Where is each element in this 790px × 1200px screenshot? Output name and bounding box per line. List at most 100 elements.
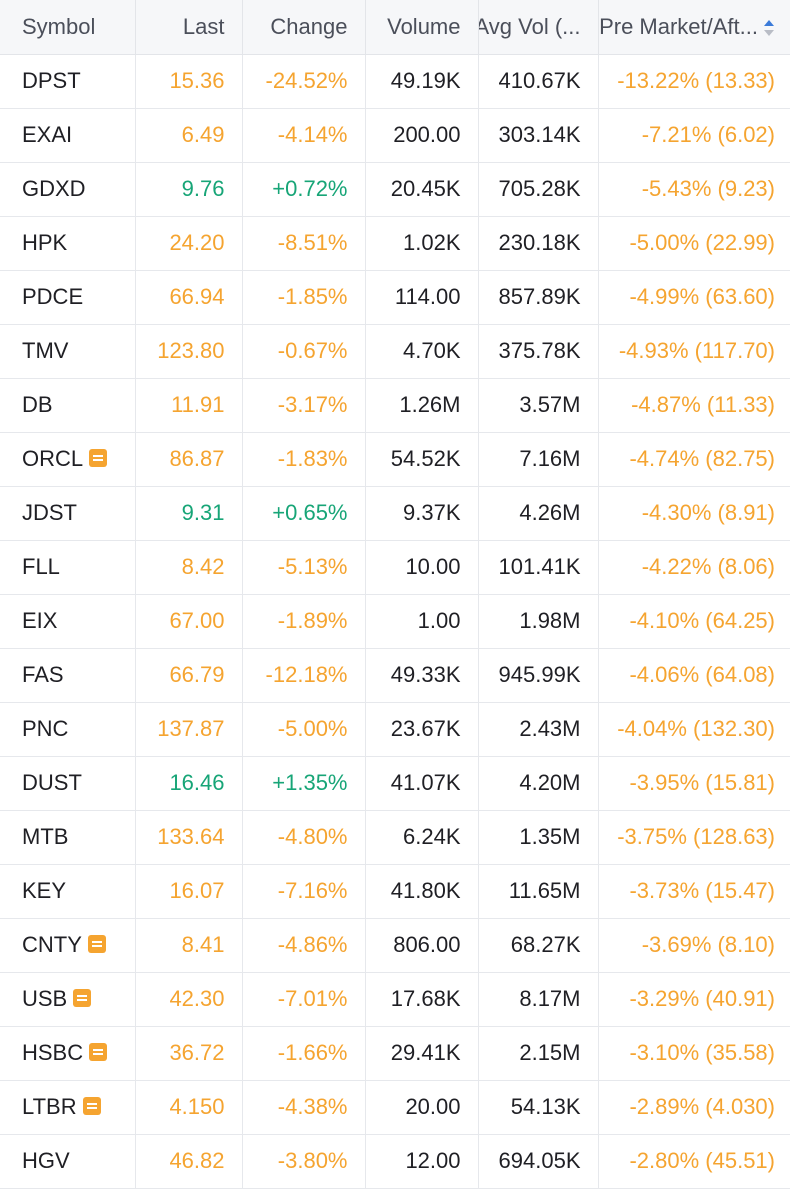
symbol-cell[interactable]: KEY	[0, 864, 136, 919]
table-row[interactable]: EIX 67.00 -1.89% 1.00 1.98M -4.10% (64.25)	[0, 594, 790, 649]
symbol-cell[interactable]: EIX	[0, 594, 136, 649]
sort-icon[interactable]	[764, 19, 774, 37]
symbol-cell[interactable]: GDXD	[0, 162, 136, 217]
volume-cell: 1.02K	[365, 216, 479, 271]
symbol-cell[interactable]: EXAI	[0, 108, 136, 163]
symbol-cell-value[interactable]: LTBR	[22, 1094, 77, 1119]
table-row[interactable]: GDXD 9.76 +0.72% 20.45K 705.28K -5.43% (9.23)	[0, 162, 790, 217]
table-row[interactable]: FLL 8.42 -5.13% 10.00 101.41K -4.22% (8.06)	[0, 540, 790, 595]
symbol-cell-value[interactable]: USB	[22, 986, 68, 1011]
symbol-cell-value[interactable]: PNC	[22, 716, 69, 741]
last-cell-value: 42.30	[169, 986, 225, 1011]
table-row[interactable]: HPK 24.20 -8.51% 1.02K 230.18K -5.00% (22.99)	[0, 216, 790, 271]
symbol-cell-value[interactable]: PDCE	[22, 284, 84, 309]
symbol-cell[interactable]: FAS	[0, 648, 136, 703]
table-row[interactable]: FAS 66.79 -12.18% 49.33K 945.99K -4.06% (64.0…	[0, 648, 790, 703]
symbol-cell-value[interactable]: DUST	[22, 770, 82, 795]
symbol-cell-value[interactable]: KEY	[22, 878, 67, 903]
symbol-cell-value[interactable]: EXAI	[22, 122, 73, 147]
avg-volume-cell-value: 68.27K	[510, 932, 581, 957]
last-cell: 123.80	[135, 324, 243, 379]
volume-cell-value: 29.41K	[390, 1040, 461, 1065]
volume-cell-value: 17.68K	[390, 986, 461, 1011]
symbol-cell[interactable]: PDCE	[0, 270, 136, 325]
symbol-cell-value[interactable]: HSBC	[22, 1040, 84, 1065]
symbol-cell-value[interactable]: GDXD	[22, 176, 86, 201]
last-cell-value: 86.87	[169, 446, 225, 471]
symbol-cell[interactable]: FLL	[0, 540, 136, 595]
column-header-pre-market[interactable]: Pre Market/Aft...	[598, 0, 790, 55]
table-row[interactable]: USB 42.30 -7.01% 17.68K 8.17M -3.29% (40.91)	[0, 972, 790, 1027]
note-icon[interactable]	[87, 935, 106, 954]
note-icon[interactable]	[73, 989, 92, 1008]
change-cell-value: -1.83%	[277, 446, 348, 471]
table-row[interactable]: TMV 123.80 -0.67% 4.70K 375.78K -4.93% (117.7…	[0, 324, 790, 379]
symbol-cell[interactable]: PNC	[0, 702, 136, 757]
note-icon[interactable]	[82, 1097, 101, 1116]
table-row[interactable]: KEY 16.07 -7.16% 41.80K 11.65M -3.73% (15.47)	[0, 864, 790, 919]
symbol-cell[interactable]: HPK	[0, 216, 136, 271]
table-row[interactable]: CNTY 8.41 -4.86% 806.00 68.27K -3.69% (8.10)	[0, 918, 790, 973]
change-cell-value: -7.01%	[277, 986, 348, 1011]
avg-volume-cell-value: 4.20M	[519, 770, 581, 795]
symbol-cell-value[interactable]: HGV	[22, 1148, 70, 1173]
table-row[interactable]: MTB 133.64 -4.80% 6.24K 1.35M -3.75% (128.63)	[0, 810, 790, 865]
symbol-cell[interactable]: MTB	[0, 810, 136, 865]
symbol-cell-value[interactable]: JDST	[22, 500, 77, 525]
symbol-cell[interactable]: DUST	[0, 756, 136, 811]
symbol-cell[interactable]: USB	[0, 972, 136, 1027]
symbol-cell-value[interactable]: FAS	[22, 662, 64, 687]
pre-market-cell: -3.69% (8.10)	[598, 918, 790, 973]
note-icon[interactable]	[89, 449, 108, 468]
volume-cell: 12.00	[365, 1134, 479, 1189]
note-icon[interactable]	[89, 1043, 108, 1062]
symbol-cell[interactable]: TMV	[0, 324, 136, 379]
symbol-cell-value[interactable]: EIX	[22, 608, 58, 633]
symbol-cell[interactable]: HSBC	[0, 1026, 136, 1081]
symbol-cell[interactable]: HGV	[0, 1134, 136, 1189]
change-cell: -1.85%	[242, 270, 366, 325]
symbol-cell[interactable]: LTBR	[0, 1080, 136, 1135]
pre-market-cell-value: -3.69% (8.10)	[641, 932, 775, 957]
symbol-cell-value[interactable]: TMV	[22, 338, 69, 363]
symbol-cell-value[interactable]: ORCL	[22, 446, 84, 471]
column-header-last[interactable]: Last	[135, 0, 243, 55]
symbol-cell-value[interactable]: FLL	[22, 554, 60, 579]
symbol-cell-value[interactable]: CNTY	[22, 932, 82, 957]
symbol-cell[interactable]: CNTY	[0, 918, 136, 973]
table-row[interactable]: HSBC 36.72 -1.66% 29.41K 2.15M -3.10% (35.58)	[0, 1026, 790, 1081]
last-cell-value: 36.72	[169, 1040, 225, 1065]
pre-market-cell: -2.80% (45.51)	[598, 1134, 790, 1189]
table-row[interactable]: PDCE 66.94 -1.85% 114.00 857.89K -4.99% (63.6…	[0, 270, 790, 325]
column-header-symbol[interactable]: Symbol	[0, 0, 136, 55]
symbol-cell-value[interactable]: MTB	[22, 824, 69, 849]
table-row[interactable]: HGV 46.82 -3.80% 12.00 694.05K -2.80% (45.51)	[0, 1134, 790, 1189]
symbol-cell[interactable]: DB	[0, 378, 136, 433]
table-row[interactable]: JDST 9.31 +0.65% 9.37K 4.26M -4.30% (8.91)	[0, 486, 790, 541]
volume-cell: 20.45K	[365, 162, 479, 217]
pre-market-cell-value: -4.99% (63.60)	[629, 284, 775, 309]
pre-market-cell-value: -2.89% (4.030)	[629, 1094, 775, 1119]
change-cell: -7.01%	[242, 972, 366, 1027]
volume-cell: 23.67K	[365, 702, 479, 757]
symbol-cell-value[interactable]: HPK	[22, 230, 68, 255]
volume-cell: 6.24K	[365, 810, 479, 865]
symbol-cell[interactable]: JDST	[0, 486, 136, 541]
column-header-volume[interactable]: Volume	[365, 0, 479, 55]
table-row[interactable]: DB 11.91 -3.17% 1.26M 3.57M -4.87% (11.33)	[0, 378, 790, 433]
symbol-cell[interactable]: ORCL	[0, 432, 136, 487]
symbol-cell-value[interactable]: DB	[22, 392, 53, 417]
table-row[interactable]: DUST 16.46 +1.35% 41.07K 4.20M -3.95% (15.81)	[0, 756, 790, 811]
pre-market-cell: -5.43% (9.23)	[598, 162, 790, 217]
table-row[interactable]: EXAI 6.49 -4.14% 200.00 303.14K -7.21% (6.02)	[0, 108, 790, 163]
table-row[interactable]: PNC 137.87 -5.00% 23.67K 2.43M -4.04% (132.30…	[0, 702, 790, 757]
symbol-cell[interactable]: DPST	[0, 54, 136, 109]
table-row[interactable]: ORCL 86.87 -1.83% 54.52K 7.16M -4.74% (82.75)	[0, 432, 790, 487]
column-header-change[interactable]: Change	[242, 0, 366, 55]
pre-market-cell: -4.87% (11.33)	[598, 378, 790, 433]
volume-cell: 54.52K	[365, 432, 479, 487]
table-row[interactable]: LTBR 4.150 -4.38% 20.00 54.13K -2.89% (4.030)	[0, 1080, 790, 1135]
column-header-avg-volume[interactable]: Avg Vol (...	[478, 0, 599, 55]
symbol-cell-value[interactable]: DPST	[22, 68, 81, 93]
table-row[interactable]: DPST 15.36 -24.52% 49.19K 410.67K -13.22% (13…	[0, 54, 790, 109]
